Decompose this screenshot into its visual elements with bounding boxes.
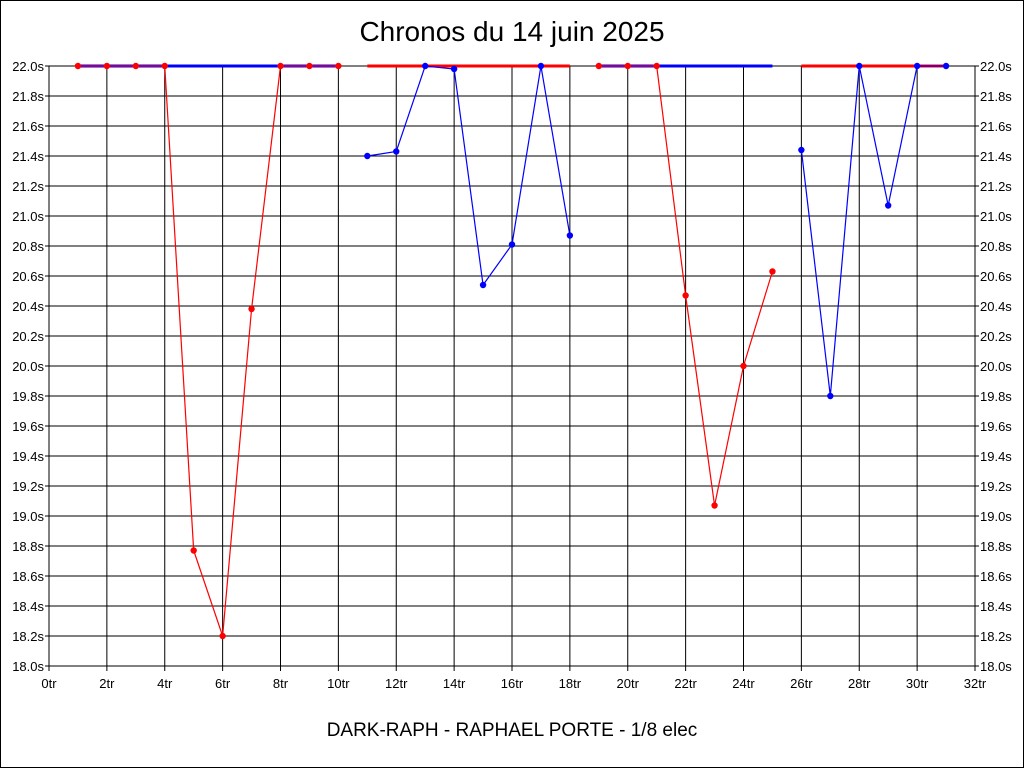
- y-tick-label-right: 21.6s: [980, 119, 1012, 134]
- y-tick-label-right: 21.8s: [980, 89, 1012, 104]
- x-tick-label: 16tr: [501, 676, 524, 691]
- y-tick-label-right: 20.8s: [980, 239, 1012, 254]
- data-point: [827, 392, 834, 400]
- data-point: [769, 268, 776, 275]
- x-tick-label: 0tr: [41, 676, 57, 691]
- x-tick-label: 10tr: [327, 676, 350, 691]
- series-line: [367, 65, 571, 287]
- series-line: [800, 65, 947, 397]
- y-tick-label-left: 19.2s: [12, 479, 44, 494]
- data-point: [450, 65, 458, 73]
- x-tick-label: 30tr: [906, 676, 929, 691]
- data-point: [393, 148, 400, 155]
- axis-labels: 0tr 2tr 4tr 6tr 8tr 10tr 12tr 14tr 16tr 18tr 20tr 2…: [12, 59, 1012, 691]
- x-tick-label: 8tr: [273, 676, 289, 691]
- data-point: [537, 62, 545, 70]
- y-tick-label-left: 21.0s: [12, 209, 44, 224]
- series-layer: [74, 62, 950, 640]
- y-tick-label-left: 20.6s: [12, 269, 44, 284]
- x-tick-label: 4tr: [157, 676, 173, 691]
- y-tick-label-right: 19.8s: [980, 389, 1012, 404]
- grid: [45, 65, 979, 671]
- y-tick-label-right: 18.0s: [980, 659, 1012, 674]
- y-tick-label-right: 19.2s: [980, 479, 1012, 494]
- y-tick-label-right: 21.4s: [980, 149, 1012, 164]
- y-tick-label-left: 20.2s: [12, 329, 44, 344]
- data-point: [653, 62, 660, 70]
- y-tick-label-left: 19.8s: [12, 389, 44, 404]
- y-tick-label-right: 21.2s: [980, 179, 1012, 194]
- data-point: [508, 241, 516, 248]
- x-tick-label: 6tr: [215, 676, 231, 691]
- data-point: [740, 362, 747, 370]
- data-point: [190, 547, 197, 554]
- x-tick-label: 18tr: [559, 676, 582, 691]
- data-point: [711, 502, 718, 509]
- y-tick-label-left: 18.4s: [12, 599, 44, 614]
- y-tick-label-left: 18.2s: [12, 629, 44, 644]
- y-tick-label-left: 20.4s: [12, 299, 44, 314]
- series-line: [77, 65, 339, 637]
- y-tick-label-left: 20.0s: [12, 359, 44, 374]
- y-tick-label-right: 20.2s: [980, 329, 1012, 344]
- data-point: [277, 62, 284, 70]
- y-tick-label-right: 20.0s: [980, 359, 1012, 374]
- data-point: [913, 62, 921, 70]
- data-point: [884, 202, 892, 209]
- data-point: [248, 305, 255, 313]
- x-tick-label: 2tr: [99, 676, 115, 691]
- data-point: [364, 152, 371, 160]
- y-tick-label-right: 18.4s: [980, 599, 1012, 614]
- x-tick-label: 22tr: [674, 676, 697, 691]
- data-point: [306, 62, 313, 70]
- y-tick-label-right: 19.6s: [980, 419, 1012, 434]
- y-tick-label-left: 22.0s: [12, 59, 44, 74]
- y-tick-label-right: 18.6s: [980, 569, 1012, 584]
- y-tick-label-left: 19.0s: [12, 509, 44, 524]
- y-tick-label-right: 19.0s: [980, 509, 1012, 524]
- y-tick-label-left: 21.6s: [12, 119, 44, 134]
- data-point: [132, 62, 140, 70]
- y-tick-label-right: 20.6s: [980, 269, 1012, 284]
- x-tick-label: 32tr: [964, 676, 987, 691]
- y-tick-label-right: 18.2s: [980, 629, 1012, 644]
- x-tick-label: 28tr: [848, 676, 871, 691]
- y-tick-label-right: 22.0s: [980, 59, 1012, 74]
- y-tick-label-right: 18.8s: [980, 539, 1012, 554]
- y-tick-label-left: 20.8s: [12, 239, 44, 254]
- y-tick-label-left: 18.8s: [12, 539, 44, 554]
- data-point: [335, 62, 342, 70]
- data-point: [161, 62, 168, 70]
- data-point: [74, 62, 82, 70]
- data-point: [942, 62, 950, 70]
- chart-footer: DARK-RAPH - RAPHAEL PORTE - 1/8 elec: [326, 720, 698, 741]
- x-tick-label: 14tr: [443, 676, 466, 691]
- y-tick-label-left: 19.6s: [12, 419, 44, 434]
- data-point: [566, 232, 574, 239]
- x-tick-label: 24tr: [732, 676, 755, 691]
- data-point: [682, 292, 689, 299]
- data-point: [421, 62, 429, 70]
- y-tick-label-right: 20.4s: [980, 299, 1012, 314]
- data-point: [219, 632, 226, 640]
- data-point: [595, 62, 603, 70]
- y-tick-label-right: 19.4s: [980, 449, 1012, 464]
- y-tick-label-right: 21.0s: [980, 209, 1012, 224]
- chart-title: Chronos du 14 juin 2025: [359, 16, 665, 47]
- x-tick-label: 26tr: [790, 676, 813, 691]
- y-tick-label-left: 21.8s: [12, 89, 44, 104]
- data-point: [624, 62, 631, 70]
- y-tick-label-left: 19.4s: [12, 449, 44, 464]
- data-point: [798, 146, 805, 154]
- y-tick-label-left: 18.6s: [12, 569, 44, 584]
- y-tick-label-left: 21.2s: [12, 179, 44, 194]
- data-point: [856, 62, 863, 70]
- data-point: [479, 281, 487, 289]
- x-tick-label: 12tr: [385, 676, 408, 691]
- x-tick-label: 20tr: [617, 676, 640, 691]
- y-tick-label-left: 21.4s: [12, 149, 44, 164]
- y-tick-label-left: 18.0s: [12, 659, 44, 674]
- data-point: [103, 62, 111, 70]
